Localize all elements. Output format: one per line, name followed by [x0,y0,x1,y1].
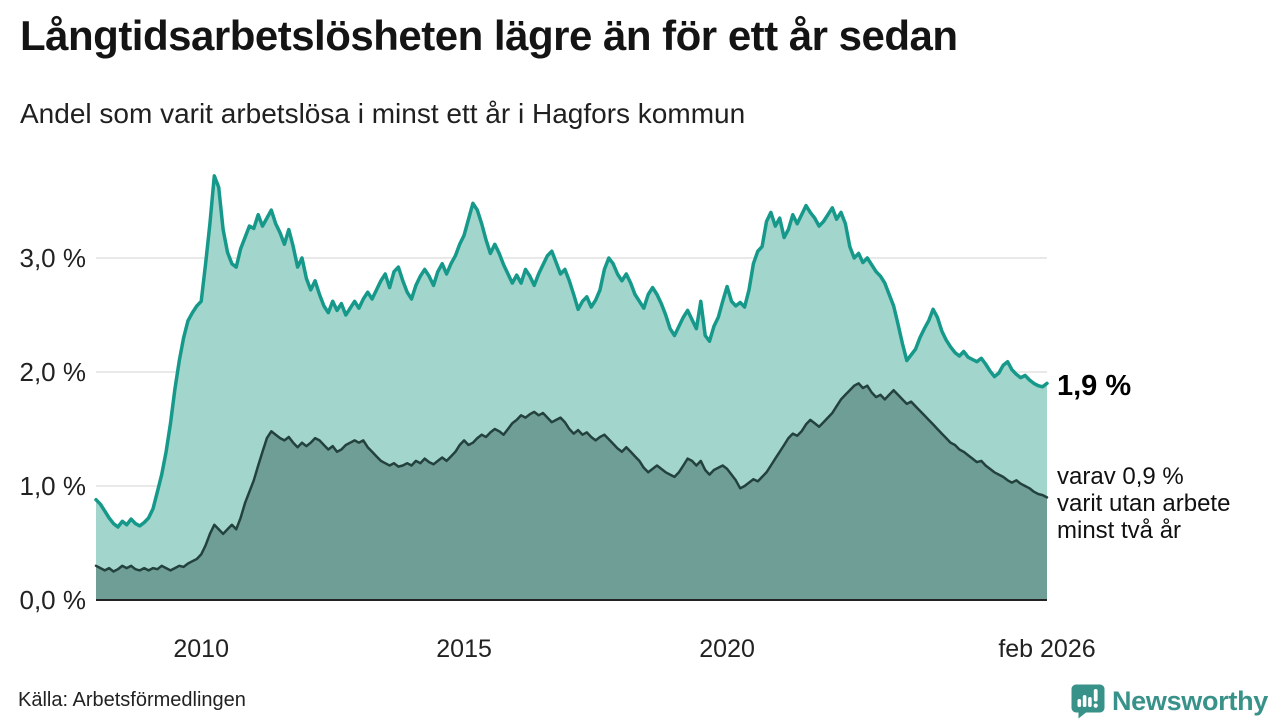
series-line-0 [94,174,1049,529]
bar-3 [1088,697,1092,707]
source-note: Källa: Arbetsförmedlingen [18,689,246,711]
bar-2 [1082,695,1087,707]
bar-1 [1077,699,1082,707]
x-axis-tick-label: 2015 [436,635,492,663]
y-axis-tick-label: 0,0 % [20,585,87,615]
exclamation-dot [1093,703,1098,708]
two-year-annotation-line-2: varit utan arbete [1057,490,1231,517]
y-axis-tick-label: 2,0 % [20,357,87,387]
x-axis-tick-label: 2020 [699,635,755,663]
newsworthy-bubble-icon [1071,684,1105,719]
two-year-annotation: varav 0,9 % varit utan arbete minst två … [1057,463,1272,544]
page-subtitle: Andel som varit arbetslösa i minst ett å… [20,98,746,129]
series-area-1 [96,383,1047,600]
y-axis-tick-label: 3,0 % [20,243,87,273]
two-year-annotation-line-1: varav 0,9 % [1057,463,1184,490]
end-value-annotation: 1,9 % [1057,370,1132,402]
two-year-annotation-line-3: minst två år [1057,517,1182,544]
page-title: Långtidsarbetslösheten lägre än för ett … [20,12,958,59]
newsworthy-logo: Newsworthy [1071,684,1268,719]
series-line-1 [94,382,1049,573]
x-axis-tick-label: feb 2026 [998,635,1095,663]
x-axis-tick-label: 2010 [173,635,229,663]
speech-bubble-shape [1071,684,1105,719]
y-axis-tick-label: 1,0 % [20,471,87,501]
brand-name: Newsworthy [1111,686,1268,716]
exclamation-stroke [1093,689,1098,702]
